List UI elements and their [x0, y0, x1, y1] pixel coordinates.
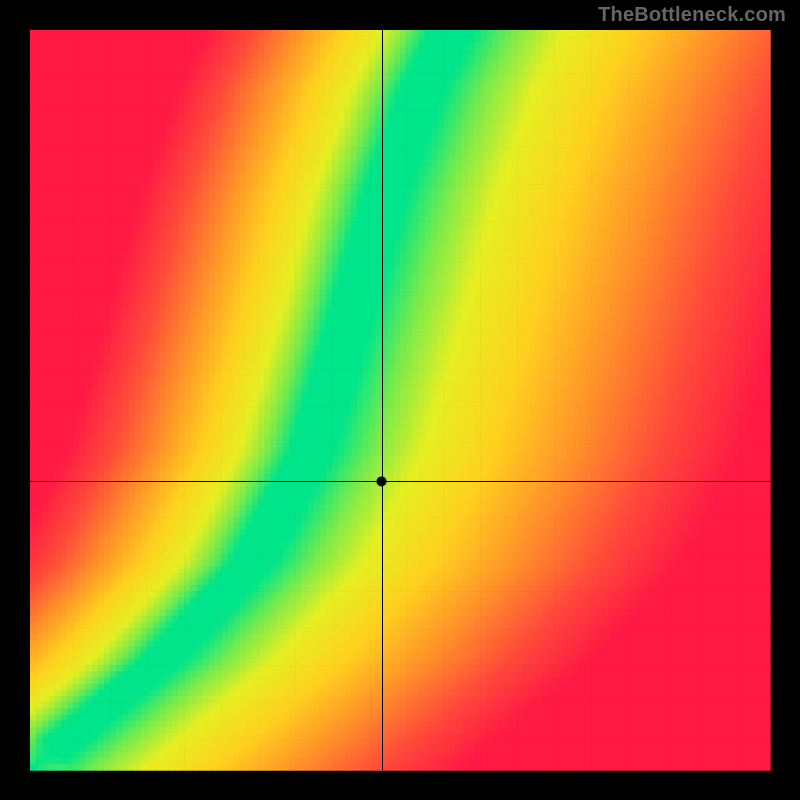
stage: TheBottleneck.com [0, 0, 800, 800]
bottleneck-heatmap [0, 0, 800, 800]
watermark-text: TheBottleneck.com [598, 4, 786, 27]
